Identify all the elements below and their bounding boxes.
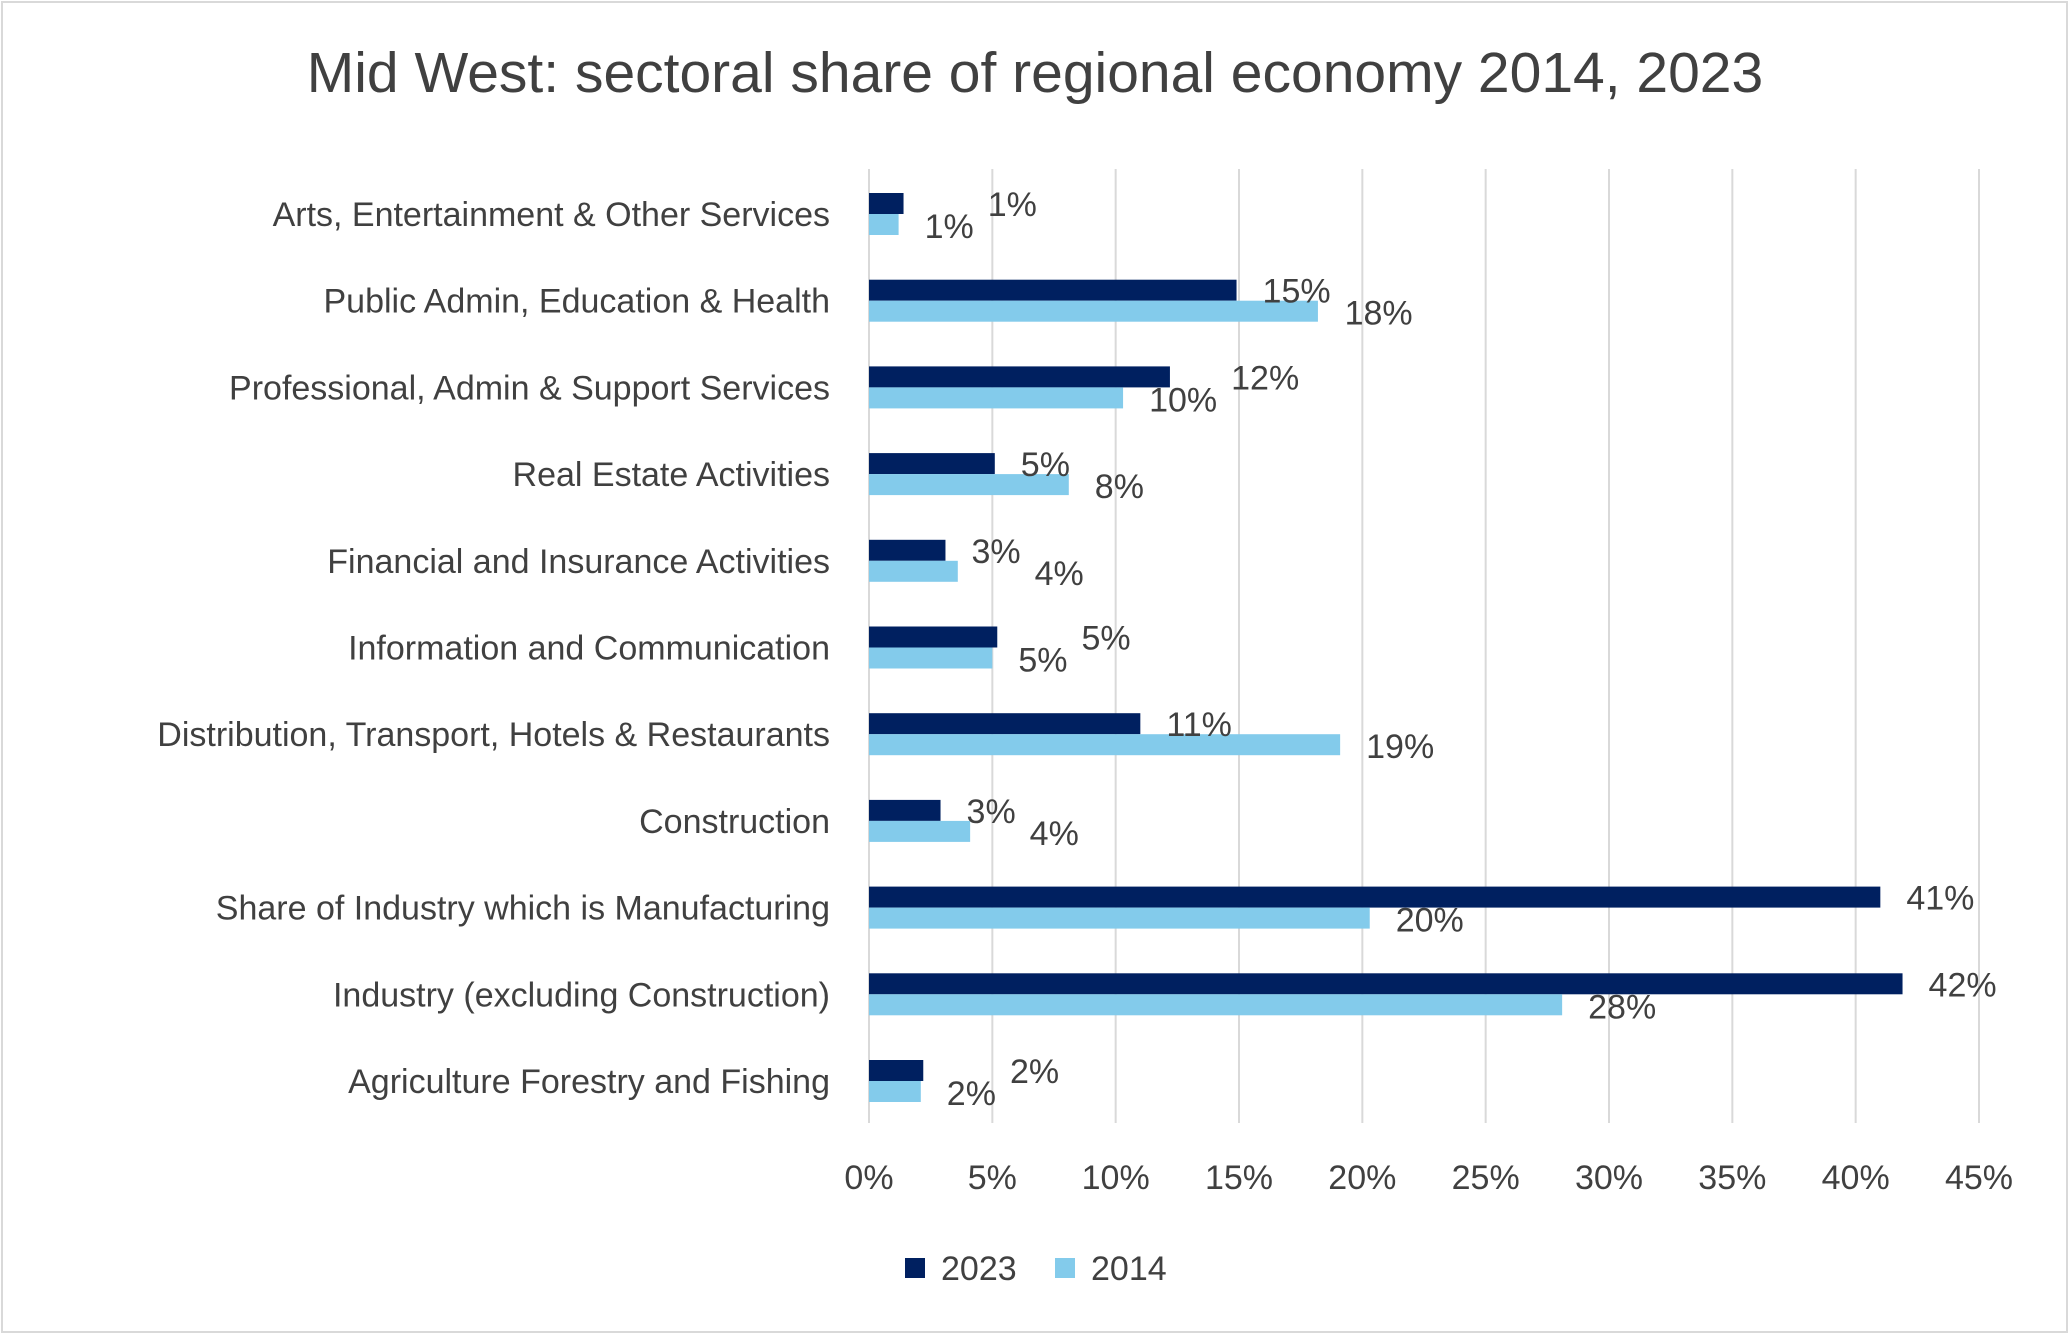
x-tick-label: 35%: [1698, 1159, 1766, 1197]
data-label-2014: 2%: [947, 1075, 996, 1113]
data-label-2014: 18%: [1345, 295, 1413, 333]
data-label-2014: 19%: [1366, 728, 1434, 766]
data-label-2023: 41%: [1906, 880, 1974, 918]
bar-2014: [869, 560, 958, 582]
bar-2023: [869, 193, 904, 214]
bar-2023: [869, 799, 941, 821]
bar-2023: [869, 713, 1141, 735]
data-label-2023: 11%: [1166, 706, 1232, 744]
bar-2014: [869, 474, 1069, 496]
data-labels: 1% 1% 15% 18% 12% 10% 5% 8% 3% 4% 5% 5% 11% 19% 3% 4% 41…: [925, 186, 1997, 1113]
category-label: Share of Industry which is Manufacturing: [216, 890, 830, 928]
bar-2014: [869, 387, 1124, 409]
bar-2023: [869, 886, 1881, 908]
bar-2023: [869, 626, 998, 648]
gridlines: [868, 169, 1980, 1123]
category-labels: Arts, Entertainment & Other Services Publ…: [157, 196, 830, 1101]
data-label-2023: 3%: [967, 793, 1016, 831]
data-label-2023: 12%: [1231, 359, 1299, 397]
bar-2023: [869, 973, 1903, 995]
x-tick-label: 15%: [1205, 1159, 1273, 1197]
legend-label-2023: 2023: [941, 1250, 1017, 1288]
data-label-2023: 5%: [1081, 620, 1130, 658]
data-label-2014: 8%: [1095, 468, 1144, 506]
bar-2014: [869, 994, 1563, 1016]
data-label-2014: 28%: [1588, 988, 1656, 1026]
x-tick-label: 5%: [968, 1159, 1017, 1197]
bar-2023: [869, 453, 995, 475]
data-label-2023: 5%: [1021, 446, 1070, 484]
category-label: Industry (excluding Construction): [333, 976, 830, 1014]
category-label: Information and Communication: [348, 630, 830, 668]
x-tick-label: 20%: [1328, 1159, 1396, 1197]
bars: [869, 193, 1903, 1102]
bar-2023: [869, 366, 1170, 388]
x-tick-labels: 0% 5% 10% 15% 20% 25% 30% 35% 40% 45%: [844, 1159, 2013, 1197]
legend-swatch-2023: [905, 1258, 925, 1278]
data-label-2014: 1%: [925, 208, 974, 246]
data-label-2023: 2%: [1010, 1053, 1059, 1091]
data-label-2023: 1%: [988, 186, 1037, 224]
bar-2023: [869, 539, 946, 561]
bar-2023: [869, 1060, 924, 1081]
category-label: Public Admin, Education & Health: [323, 283, 830, 321]
bar-2014: [869, 1081, 921, 1102]
data-label-2014: 10%: [1149, 381, 1217, 419]
data-label-2014: 4%: [1030, 815, 1079, 853]
data-label-2014: 5%: [1018, 642, 1067, 680]
bar-2014: [869, 647, 993, 669]
category-label: Distribution, Transport, Hotels & Restau…: [157, 716, 830, 754]
x-tick-label: 30%: [1575, 1159, 1643, 1197]
legend-swatch-2014: [1055, 1258, 1075, 1278]
category-label: Professional, Admin & Support Services: [229, 369, 830, 407]
bar-2014: [869, 734, 1341, 756]
bar-2014: [869, 907, 1370, 929]
data-label-2023: 3%: [971, 533, 1020, 571]
legend-label-2014: 2014: [1091, 1250, 1167, 1288]
category-label: Arts, Entertainment & Other Services: [273, 196, 830, 234]
bar-2014: [869, 820, 971, 842]
x-tick-label: 25%: [1452, 1159, 1520, 1197]
data-label-2014: 4%: [1035, 555, 1084, 593]
legend: 2023 2014: [905, 1250, 1167, 1288]
category-label: Construction: [639, 803, 830, 841]
bar-2014: [869, 300, 1318, 322]
x-tick-label: 45%: [1945, 1159, 2013, 1197]
x-tick-label: 40%: [1822, 1159, 1890, 1197]
data-label-2023: 42%: [1929, 966, 1997, 1004]
data-label-2023: 15%: [1263, 273, 1331, 311]
category-label: Agriculture Forestry and Fishing: [348, 1063, 830, 1101]
category-label: Real Estate Activities: [513, 456, 830, 494]
bar-2014: [869, 214, 899, 235]
data-label-2014: 20%: [1396, 902, 1464, 940]
category-label: Financial and Insurance Activities: [327, 543, 830, 581]
x-tick-label: 0%: [844, 1159, 893, 1197]
x-tick-label: 10%: [1082, 1159, 1150, 1197]
bar-2023: [869, 279, 1237, 301]
chart-title: Mid West: sectoral share of regional eco…: [307, 41, 1763, 105]
